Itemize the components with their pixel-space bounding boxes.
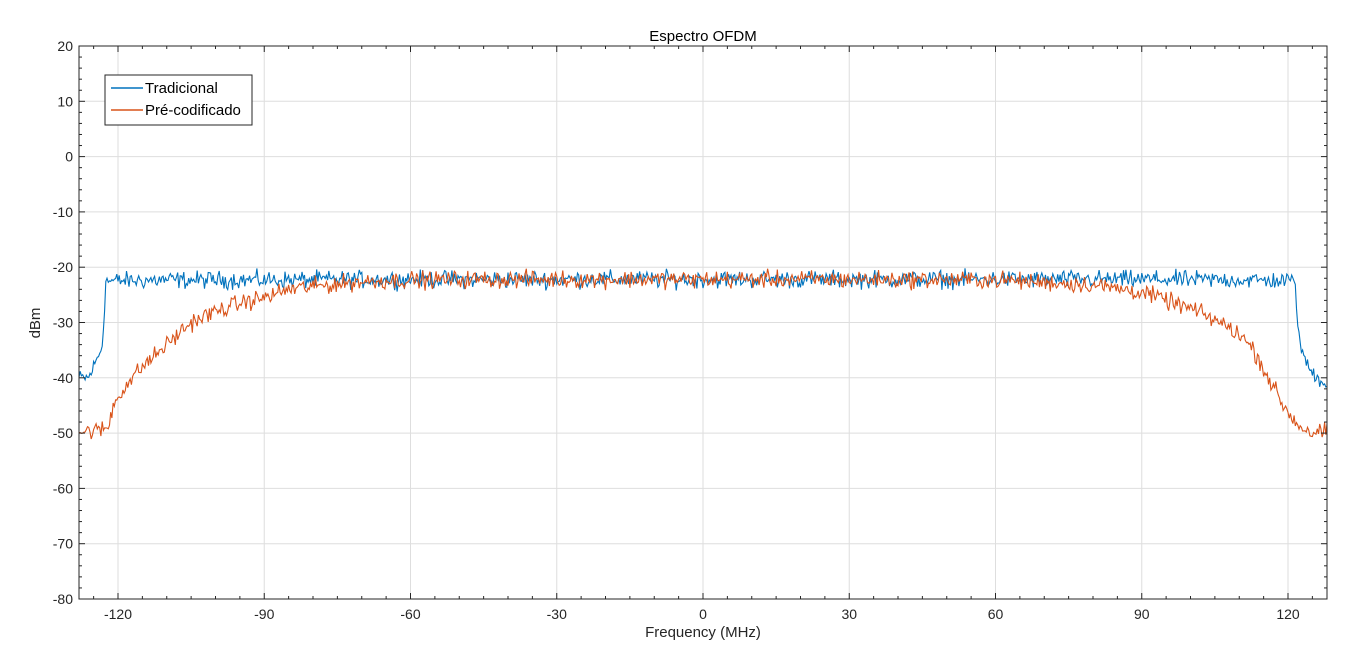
x-tick-label: -60 (400, 606, 420, 622)
series-line-pre-codificado (79, 268, 1328, 440)
x-tick-label: 0 (699, 606, 707, 622)
legend-box (104, 74, 253, 126)
y-tick-label: -30 (53, 315, 73, 331)
x-tick-label: 30 (841, 606, 857, 622)
y-axis-label: dBm (27, 308, 44, 339)
x-tick-label: -90 (254, 606, 274, 622)
y-tick-label: -40 (53, 370, 73, 386)
x-axis-label: Frequency (MHz) (645, 624, 761, 641)
legend-label: Pré-codificado (145, 102, 241, 119)
x-tick-label: 60 (988, 606, 1004, 622)
y-tick-label: -60 (53, 480, 73, 496)
x-tick-label: -30 (547, 606, 567, 622)
chart-title: Espectro OFDM (649, 28, 757, 45)
series-line-tradicional (78, 268, 1328, 388)
y-tick-label: -50 (53, 425, 73, 441)
x-tick-label: 90 (1134, 606, 1150, 622)
legend-label: Tradicional (145, 80, 218, 97)
y-tick-label: 0 (65, 149, 73, 165)
y-tick-label: -70 (53, 536, 73, 552)
y-tick-label: 10 (57, 93, 73, 109)
y-tick-label: 20 (57, 38, 73, 54)
x-tick-label: -120 (104, 606, 132, 622)
y-tick-label: -20 (53, 259, 73, 275)
y-tick-label: -10 (53, 204, 73, 220)
y-tick-label: -80 (53, 591, 73, 607)
plot-area: -120 -90 -60 -30 0 30 60 90 120 20 10 0 -10 -20 -30 -40… (53, 38, 1328, 622)
x-tick-label: 120 (1276, 606, 1300, 622)
